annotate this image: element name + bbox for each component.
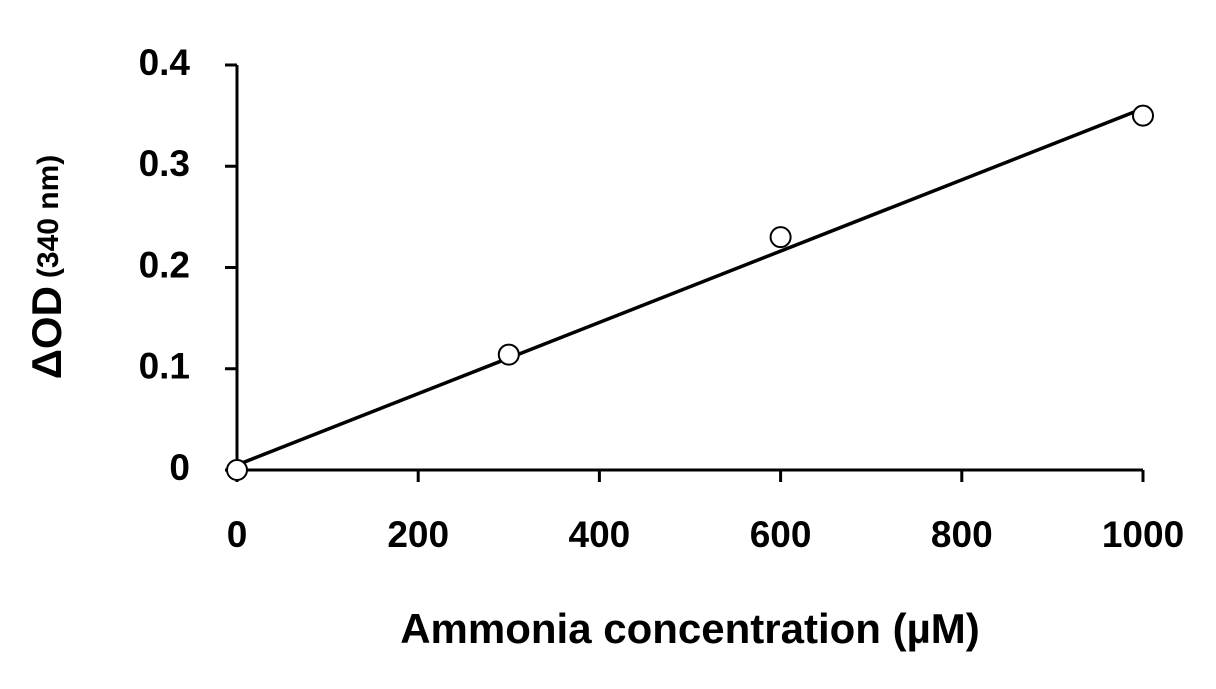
data-point: [497, 343, 520, 366]
x-tick-label: 1000: [1102, 514, 1184, 555]
y-tick-label: 0.1: [139, 346, 190, 387]
y-tick-label: 0.4: [139, 42, 191, 83]
x-tick-label: 800: [931, 514, 993, 555]
y-axis-label: ΔOD (340 nm): [23, 155, 70, 380]
x-axis-label: Ammonia concentration (µM): [400, 605, 980, 652]
y-tick-label: 0: [169, 447, 190, 488]
y-axis-title: ΔOD (340 nm): [23, 155, 70, 380]
y-label-main: ΔOD: [23, 286, 70, 379]
x-tick-label: 200: [387, 514, 449, 555]
y-tick-label: 0.2: [139, 244, 190, 285]
trend-line: [236, 106, 1144, 467]
x-tick-label: 0: [227, 514, 248, 555]
data-point: [226, 459, 248, 481]
x-tick-label: 400: [569, 514, 631, 555]
data-point: [1132, 104, 1154, 127]
x-tick-label: 600: [750, 514, 812, 555]
y-label-unit: (340 nm): [32, 155, 65, 278]
y-tick-label: 0.3: [139, 143, 190, 184]
data-point: [769, 226, 792, 249]
